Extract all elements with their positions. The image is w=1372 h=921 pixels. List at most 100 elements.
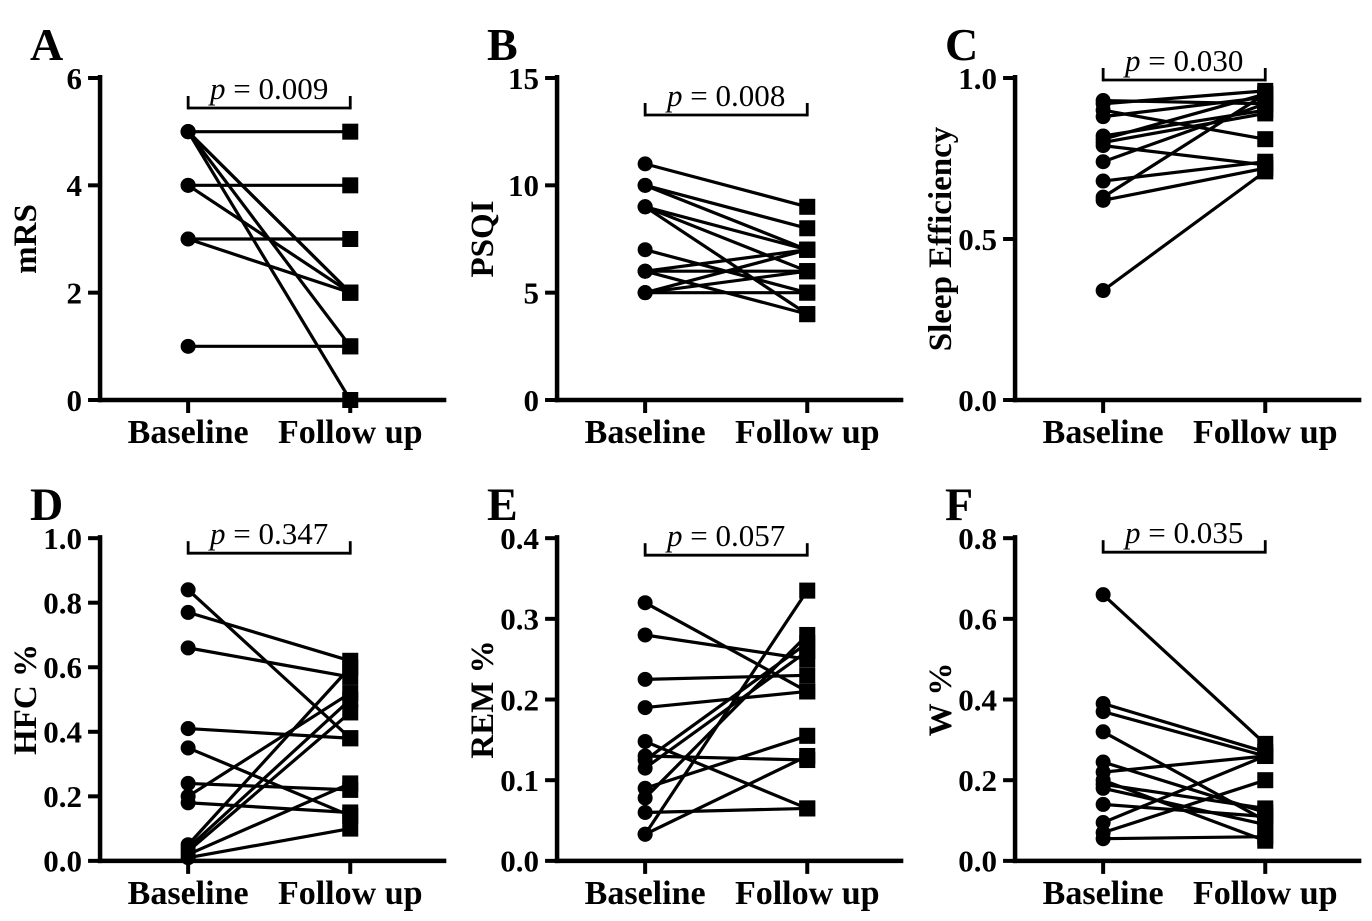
followup-marker [799,220,816,237]
followup-marker [342,284,359,301]
x-category-label: Follow up [735,875,880,912]
pair-line [1102,166,1266,202]
followup-marker [799,747,816,765]
panel-E: E REM % 0.0 0.1 0.2 0.3 0.4 Baseline Follow up p … [457,460,914,921]
baseline-marker [637,177,653,193]
baseline-marker [637,242,653,258]
pair-line [645,754,808,762]
followup-marker [799,582,816,599]
y-tick-label: 0.2 [501,682,540,717]
baseline-marker [1095,109,1111,125]
y-tick-label: 0.2 [958,763,997,798]
y-tick-label: 1.0 [43,521,82,556]
baseline-marker [637,263,653,279]
baseline-marker [180,124,196,140]
baseline-marker [180,231,196,247]
pair-line [1102,710,1266,758]
y-axis-label: PSQI [465,200,501,277]
y-tick-label: 0 [67,383,83,418]
baseline-marker [637,826,653,842]
y-axis-label: HFC % [8,644,44,755]
followup-marker [342,659,359,676]
followup-marker [342,231,359,247]
pair-line [187,237,351,295]
pair-line [1102,144,1266,167]
baseline-marker [1095,796,1111,812]
y-tick-label: 4 [67,168,83,203]
panel-letter: B [487,19,518,70]
pair-line [645,633,808,661]
pair-line [644,633,809,800]
panel-letter: E [487,479,518,530]
y-tick-label: 0.8 [43,586,82,621]
pair-line [186,666,352,846]
followup-marker [799,284,816,301]
pair-line [187,130,352,294]
followup-marker [342,177,359,194]
followup-marker [1256,131,1273,148]
y-tick-label: 6 [67,61,83,96]
y-tick-label: 0.1 [501,763,540,798]
baseline-marker [637,760,653,776]
pair-line [187,691,352,798]
pair-line [187,646,351,679]
y-tick-label: 0.5 [958,222,997,257]
panel-E-chart: E REM % 0.0 0.1 0.2 0.3 0.4 Baseline Follow up p … [465,479,904,912]
x-category-label: Baseline [585,414,706,451]
followup-marker [799,727,816,744]
pair-line [1102,111,1266,144]
pair-line [1102,702,1266,754]
y-axis-label: REM % [465,640,501,758]
p-value-label: p = 0.008 [665,78,785,113]
pair-line [645,205,808,252]
followup-marker [342,775,359,792]
baseline-marker [637,595,653,611]
followup-marker [1256,808,1273,825]
followup-marker [342,820,359,837]
panel-letter: D [30,479,63,530]
followup-marker [799,241,816,258]
pair-line [1101,92,1266,199]
pair-line [644,205,809,273]
y-tick-label: 0.0 [958,383,997,418]
followup-marker [342,704,359,721]
baseline-marker [637,627,653,643]
baseline-marker [1095,831,1111,847]
baseline-marker [637,700,653,716]
pair-line [645,162,808,209]
pair-line [187,610,351,663]
y-tick-label: 0.6 [958,602,997,637]
y-tick-label: 0 [524,383,540,418]
panel-F: F W % 0.0 0.2 0.4 0.6 0.8 Baseline Follow up p = … [915,460,1372,921]
pair-line [644,754,809,836]
baseline-marker [637,790,653,806]
baseline-marker [180,582,196,598]
panel-B: B PSQI 0 5 10 15 Baseline Follow up p = 0.008 [457,0,914,460]
y-tick-label: 0.0 [501,844,540,879]
pair-line [1102,89,1266,106]
baseline-marker [180,640,196,656]
x-category-label: Baseline [1042,414,1163,451]
followup-marker [799,800,816,817]
p-value-label: p = 0.030 [1123,43,1243,78]
y-tick-label: 2 [67,276,83,311]
y-tick-label: 0.8 [958,521,997,556]
y-tick-label: 15 [508,61,539,96]
x-category-label: Follow up [1193,875,1338,912]
baseline-marker [180,604,196,620]
baseline-marker [1095,283,1111,299]
y-axis-label: W % [923,663,959,737]
y-tick-label: 0.3 [501,602,540,637]
followup-marker [1256,747,1273,765]
p-value-label: p = 0.347 [208,516,328,551]
pair-line [1102,835,1265,841]
pair-line [645,269,808,295]
y-axis-label: mRS [8,204,44,274]
y-tick-label: 0.4 [501,521,540,556]
followup-marker [799,306,816,323]
baseline-marker [180,177,196,193]
x-category-label: Follow up [278,414,423,451]
pair-line [645,183,808,230]
y-tick-label: 5 [524,276,540,311]
followup-marker [1256,828,1273,845]
